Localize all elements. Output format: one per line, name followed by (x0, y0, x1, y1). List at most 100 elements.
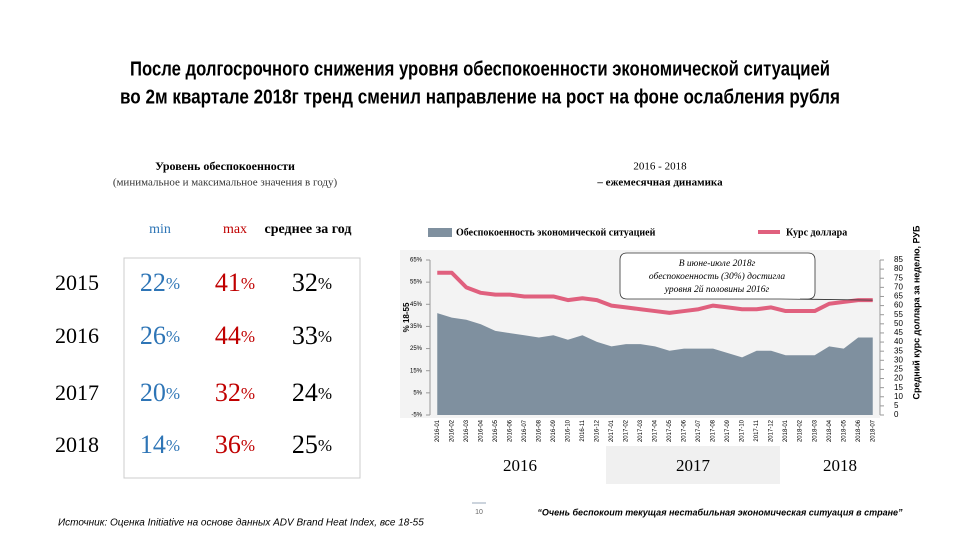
y2-tick-label: 80 (894, 264, 903, 273)
table-title: Уровень обеспокоенности (155, 159, 295, 173)
callout-text: уровня 2й половины 2016г (664, 284, 770, 295)
cell-value: 41 (215, 268, 241, 297)
x-tick-label: 2018-02 (798, 419, 804, 442)
column-header: min (149, 222, 171, 237)
y-tick-label: 5% (413, 390, 422, 396)
x-tick-label: 2016-01 (435, 419, 441, 442)
cell-unit: % (318, 436, 332, 455)
cell-unit: % (241, 384, 255, 403)
x-tick-label: 2018-01 (783, 419, 789, 442)
slide-title: После долгосрочного снижения уровня обес… (130, 58, 830, 80)
x-tick-label: 2018-07 (870, 419, 876, 442)
x-tick-label: 2017-09 (725, 419, 731, 442)
x-tick-label: 2016-03 (464, 419, 470, 442)
table-cell: 22% (140, 268, 180, 297)
chart: -5% 5% 15% 25% 35% 45% 55% 65% 05101520253035404… (402, 225, 921, 475)
row-year: 2018 (55, 432, 99, 457)
y2-tick-label: 45 (894, 328, 903, 337)
y-tick-label: 25% (410, 346, 423, 352)
y-tick-label: 65% (410, 258, 423, 264)
legend-swatch (428, 228, 452, 237)
x-tick-label: 2017-10 (740, 419, 746, 442)
x-tick-label: 2016-12 (595, 419, 601, 442)
period-label: 2017 (676, 456, 711, 475)
y2-tick-label: 25 (894, 365, 903, 374)
x-tick-label: 2016-10 (565, 419, 571, 442)
legend-label: Курс доллара (786, 227, 847, 238)
cell-value: 32 (292, 268, 318, 297)
x-tick-label: 2017-07 (696, 419, 702, 442)
chart-title: 2016 - 2018 (633, 161, 687, 173)
chart-subtitle: – ежемесячная динамика (596, 177, 723, 189)
y-axis-label: % 18-55 (402, 302, 411, 332)
callout-text: В июне-июле 2018г (679, 259, 756, 269)
y2-tick-label: 60 (894, 301, 903, 310)
y2-tick-label: 10 (894, 392, 903, 401)
cell-unit: % (166, 384, 180, 403)
table-cell: 32% (292, 268, 332, 297)
y-tick-label: 15% (410, 368, 423, 374)
y-tick-label: 45% (410, 302, 423, 308)
x-tick-label: 2017-06 (682, 419, 688, 442)
cell-value: 32 (215, 378, 241, 407)
row-year: 2017 (55, 380, 99, 405)
period-label: 2018 (823, 456, 857, 475)
cell-value: 33 (292, 321, 318, 350)
quote: “Очень беспокоит текущая нестабильная эк… (537, 507, 903, 517)
cell-unit: % (166, 274, 180, 293)
table-cell: 25% (292, 430, 332, 459)
page-number: 10 (475, 509, 483, 516)
y-tick-label: 55% (410, 280, 423, 286)
table-subtitle: (минимальное и максимальное значения в г… (113, 177, 338, 189)
table-cell: 41% (215, 268, 255, 297)
cell-value: 26 (140, 321, 166, 350)
x-tick-label: 2017-04 (653, 419, 659, 442)
x-tick-label: 2017-12 (769, 419, 775, 442)
x-tick-label: 2016-04 (478, 419, 484, 442)
y2-tick-label: 75 (894, 273, 903, 282)
cell-value: 44 (215, 321, 241, 350)
cell-value: 20 (140, 378, 166, 407)
table-cell: 44% (215, 321, 255, 350)
y-tick-label: -5% (411, 413, 422, 419)
y2-tick-label: 65 (894, 292, 903, 301)
y2-tick-label: 70 (894, 282, 903, 291)
cell-value: 22 (140, 268, 166, 297)
cell-value: 36 (215, 430, 241, 459)
y2-tick-label: 85 (894, 255, 903, 264)
y2-tick-label: 50 (894, 319, 903, 328)
source: Источник: Оценка Initiative на основе да… (58, 518, 424, 529)
x-tick-label: 2017-02 (624, 419, 630, 442)
x-tick-label: 2016-09 (551, 419, 557, 442)
line (437, 270, 873, 315)
y2-axis-label: Средний курс доллара за неделю, РУБ (911, 225, 921, 399)
y2-tick-label: 30 (894, 355, 903, 364)
callout (619, 252, 873, 301)
column-header: max (223, 222, 247, 237)
x-tick-label: 2016-02 (449, 419, 455, 442)
cell-unit: % (241, 436, 255, 455)
cell-unit: % (318, 327, 332, 346)
row-year: 2016 (55, 323, 99, 348)
table-cell: 26% (140, 321, 180, 350)
x-tick-label: 2017-03 (638, 419, 644, 442)
table-cell: 32% (215, 378, 255, 407)
x-tick-label: 2018-05 (841, 419, 847, 442)
cell-unit: % (166, 327, 180, 346)
y-tick-label: 35% (410, 324, 423, 330)
cell-unit: % (241, 274, 255, 293)
x-tick-label: 2017-11 (754, 419, 760, 441)
x-tick-label: 2016-05 (493, 419, 499, 442)
cell-unit: % (241, 327, 255, 346)
cell-value: 14 (140, 430, 166, 459)
table-cell: 36% (215, 430, 255, 459)
x-tick-label: 2016-08 (536, 419, 542, 442)
table-frame (123, 257, 361, 479)
area (437, 313, 873, 415)
x-tick-label: 2018-04 (827, 419, 833, 442)
cell-value: 25 (292, 430, 318, 459)
row-year: 2015 (55, 270, 99, 295)
slide-title: во 2м квартале 2018г тренд сменил направ… (120, 86, 840, 108)
